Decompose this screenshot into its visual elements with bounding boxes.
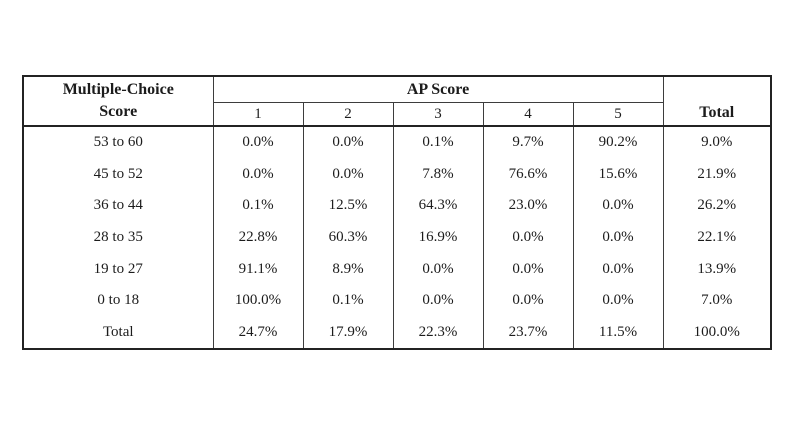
table-row: 28 to 35 22.8% 60.3% 16.9% 0.0% 0.0% 22.… xyxy=(22,221,772,254)
table-row-total: Total 24.7% 17.9% 22.3% 23.7% 11.5% 100.… xyxy=(22,316,772,350)
cell: 0.0% xyxy=(482,221,574,254)
table-row: 36 to 44 0.1% 12.5% 64.3% 23.0% 0.0% 26.… xyxy=(22,190,772,222)
cell: 11.5% xyxy=(572,316,664,350)
score-column-header-5: 5 xyxy=(572,102,664,127)
row-group-header: Multiple-Choice Score xyxy=(22,76,214,127)
cell: 0.0% xyxy=(302,126,394,159)
cell: 23.7% xyxy=(482,316,574,350)
cell: 0.0% xyxy=(302,158,394,191)
cell: 0.0% xyxy=(392,253,484,285)
cell: 0.0% xyxy=(572,190,664,222)
header-row-group: Multiple-Choice Score AP Score Total xyxy=(22,76,772,127)
cell: 16.9% xyxy=(392,221,484,254)
table-row: 0 to 18 100.0% 0.1% 0.0% 0.0% 0.0% 7.0% xyxy=(22,284,772,317)
cell: 0.0% xyxy=(572,253,664,285)
cell: 15.6% xyxy=(572,158,664,191)
score-column-header-2: 2 xyxy=(302,102,394,127)
row-group-header-line1: Multiple-Choice xyxy=(62,81,174,99)
ap-score-group-header: AP Score xyxy=(212,76,664,103)
cell: 9.7% xyxy=(482,126,574,159)
total-column-header: Total xyxy=(662,76,772,127)
row-total: 22.1% xyxy=(662,221,772,254)
cell: 22.8% xyxy=(212,221,304,254)
table-row: 53 to 60 0.0% 0.0% 0.1% 9.7% 90.2% 9.0% xyxy=(22,126,772,159)
cell: 0.1% xyxy=(302,284,394,317)
cell: 23.0% xyxy=(482,190,574,222)
cell: 0.0% xyxy=(482,284,574,317)
cell: 0.0% xyxy=(212,126,304,159)
cell: 0.0% xyxy=(392,284,484,317)
cell: 90.2% xyxy=(572,126,664,159)
cell: 7.8% xyxy=(392,158,484,191)
cell: 0.0% xyxy=(482,253,574,285)
cell: 12.5% xyxy=(302,190,394,222)
table-row: 45 to 52 0.0% 0.0% 7.8% 76.6% 15.6% 21.9… xyxy=(22,158,772,191)
cell: 0.1% xyxy=(212,190,304,222)
table-row: 19 to 27 91.1% 8.9% 0.0% 0.0% 0.0% 13.9% xyxy=(22,253,772,285)
cell: 91.1% xyxy=(212,253,304,285)
row-label: 0 to 18 xyxy=(22,284,214,317)
row-total: 26.2% xyxy=(662,190,772,222)
row-total: 7.0% xyxy=(662,284,772,317)
cell: 76.6% xyxy=(482,158,574,191)
cell: 0.0% xyxy=(572,284,664,317)
cell: 24.7% xyxy=(212,316,304,350)
row-group-header-line2: Score xyxy=(99,103,138,120)
row-total: 13.9% xyxy=(662,253,772,285)
score-column-header-1: 1 xyxy=(212,102,304,127)
row-total: 21.9% xyxy=(662,158,772,191)
row-total: 100.0% xyxy=(662,316,772,350)
cell: 60.3% xyxy=(302,221,394,254)
cell: 22.3% xyxy=(392,316,484,350)
row-label: 19 to 27 xyxy=(22,253,214,285)
cell: 17.9% xyxy=(302,316,394,350)
cell: 0.0% xyxy=(212,158,304,191)
cell: 8.9% xyxy=(302,253,394,285)
cell: 64.3% xyxy=(392,190,484,222)
score-column-header-4: 4 xyxy=(482,102,574,127)
row-label: 45 to 52 xyxy=(22,158,214,191)
row-label: Total xyxy=(22,316,214,350)
cell: 0.1% xyxy=(392,126,484,159)
ap-score-distribution-table: Multiple-Choice Score AP Score Total 1 2… xyxy=(22,75,772,351)
header-row-scores: 1 2 3 4 5 xyxy=(23,102,771,127)
row-label: 36 to 44 xyxy=(22,190,214,222)
row-label: 53 to 60 xyxy=(22,126,214,159)
row-label: 28 to 35 xyxy=(22,221,214,254)
score-column-header-3: 3 xyxy=(392,102,484,127)
row-total: 9.0% xyxy=(662,126,772,159)
cell: 0.0% xyxy=(572,221,664,254)
cell: 100.0% xyxy=(212,284,304,317)
